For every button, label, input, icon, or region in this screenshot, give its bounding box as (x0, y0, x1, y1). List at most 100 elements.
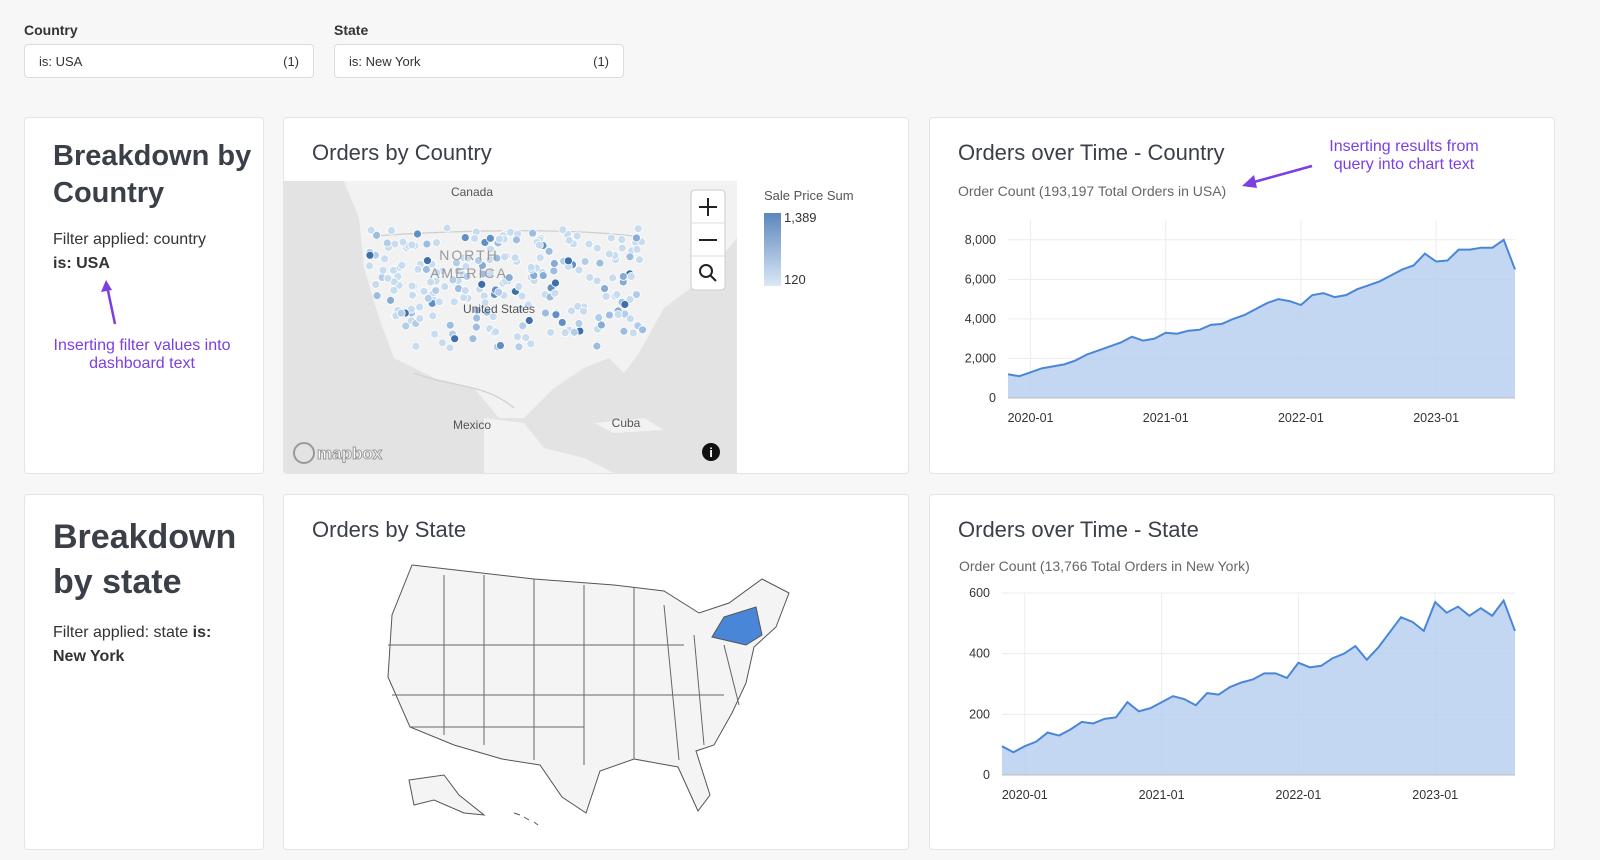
map-dot (396, 308, 406, 318)
map-label: Cuba (612, 416, 641, 430)
map-dot (426, 277, 435, 287)
map-dot (463, 253, 473, 263)
map-dot (551, 310, 561, 320)
map-dot (625, 314, 635, 324)
x-tick-label: 2023-01 (1412, 788, 1458, 802)
annotation-arrow (101, 280, 117, 325)
map-dot (619, 326, 629, 336)
state-map: Orders by State (312, 517, 790, 826)
map-dot (579, 306, 588, 316)
zoom-control[interactable] (690, 189, 726, 291)
map-dot (595, 258, 605, 268)
filter-box[interactable]: is: USA (1) (24, 44, 314, 78)
y-tick-label: 2,000 (965, 351, 996, 365)
map-dot (485, 268, 495, 278)
map-dot (514, 342, 524, 352)
map-dot (448, 275, 458, 285)
map-dot (515, 304, 525, 314)
highlighted-state (711, 606, 763, 646)
map-dot (620, 300, 630, 309)
map-dot (452, 258, 461, 268)
map-dot (546, 327, 555, 337)
map-dot (389, 285, 399, 295)
y-tick-label: 0 (983, 768, 990, 782)
y-tick-label: 200 (969, 707, 990, 721)
y-tick-label: 4,000 (965, 312, 996, 326)
map-dot (518, 321, 528, 331)
filter-count: (1) (593, 53, 609, 69)
map-dot (372, 230, 381, 240)
map-dot (491, 327, 501, 337)
map-dot (461, 262, 471, 271)
chart-card: Orders over Time - State Order Count (13,… (929, 494, 1555, 850)
map-dot (423, 256, 432, 266)
map-dot (600, 284, 609, 294)
map-label: NORTH (439, 247, 499, 263)
legend-label: 120 (784, 272, 806, 287)
map-dot (573, 301, 583, 311)
basemap (284, 181, 737, 473)
map-dot (477, 279, 487, 289)
map-dot (526, 339, 536, 349)
map-dot (471, 322, 481, 332)
map-dot (468, 334, 478, 344)
breakdown-text: Filter applied: state is: New York (53, 621, 233, 669)
map-dot (606, 233, 616, 243)
map-dot (378, 265, 388, 275)
map-dot (387, 226, 396, 235)
legend-label: 1,389 (784, 210, 817, 225)
filter-box[interactable]: is: New York (1) (334, 44, 624, 78)
map-dot (449, 297, 459, 307)
map-dot (572, 231, 582, 241)
map-dot (526, 262, 536, 272)
map-dot (494, 234, 504, 244)
map-dot (551, 278, 560, 288)
map-dot (408, 290, 417, 300)
map-dot (510, 253, 520, 263)
map-dot (445, 320, 455, 330)
map-dot (617, 243, 627, 253)
map-dot (380, 254, 390, 264)
annotation: Inserting filter values into dashboard t… (53, 337, 231, 372)
map-dot (535, 253, 545, 263)
map-dot (413, 264, 423, 274)
filter-value: is: New York (53, 624, 212, 665)
map-dot (445, 343, 455, 353)
map-dot (504, 273, 514, 283)
map-dot (560, 328, 570, 338)
info-icon: i (709, 445, 713, 460)
map-dot (407, 240, 417, 250)
map-dot (580, 257, 590, 266)
filter-text: Filter applied: state (53, 624, 189, 641)
country-map: Orders by Country Canada NORTH AMERICA U… (284, 140, 854, 473)
map-dot (626, 272, 636, 281)
map-dot (584, 239, 594, 249)
y-tick-label: 400 (969, 647, 990, 661)
x-tick-label: 2021-01 (1143, 411, 1189, 425)
map-dot (450, 334, 460, 344)
map-dot (415, 314, 425, 323)
map-dot (544, 246, 554, 256)
map-dot (382, 238, 392, 248)
map-dot (558, 225, 568, 235)
map-label: Canada (451, 185, 493, 199)
map-label: AMERICA (430, 265, 508, 281)
x-tick-label: 2022-01 (1275, 788, 1321, 802)
map-dot (397, 260, 407, 270)
chart-title: Orders by Country (312, 140, 492, 165)
map-dot (593, 243, 602, 253)
y-tick-label: 600 (969, 586, 990, 600)
x-tick-label: 2022-01 (1278, 411, 1324, 425)
x-tick-label: 2020-01 (1002, 788, 1048, 802)
y-tick-label: 0 (989, 391, 996, 405)
map-dot (632, 244, 642, 254)
map-dot (523, 300, 533, 310)
area (1008, 239, 1515, 398)
x-tick-label: 2021-01 (1139, 788, 1185, 802)
map-dot (431, 286, 441, 296)
info-button[interactable] (702, 443, 720, 461)
map-dot (633, 224, 643, 234)
map-dot (594, 313, 604, 323)
map-dot (415, 302, 424, 312)
